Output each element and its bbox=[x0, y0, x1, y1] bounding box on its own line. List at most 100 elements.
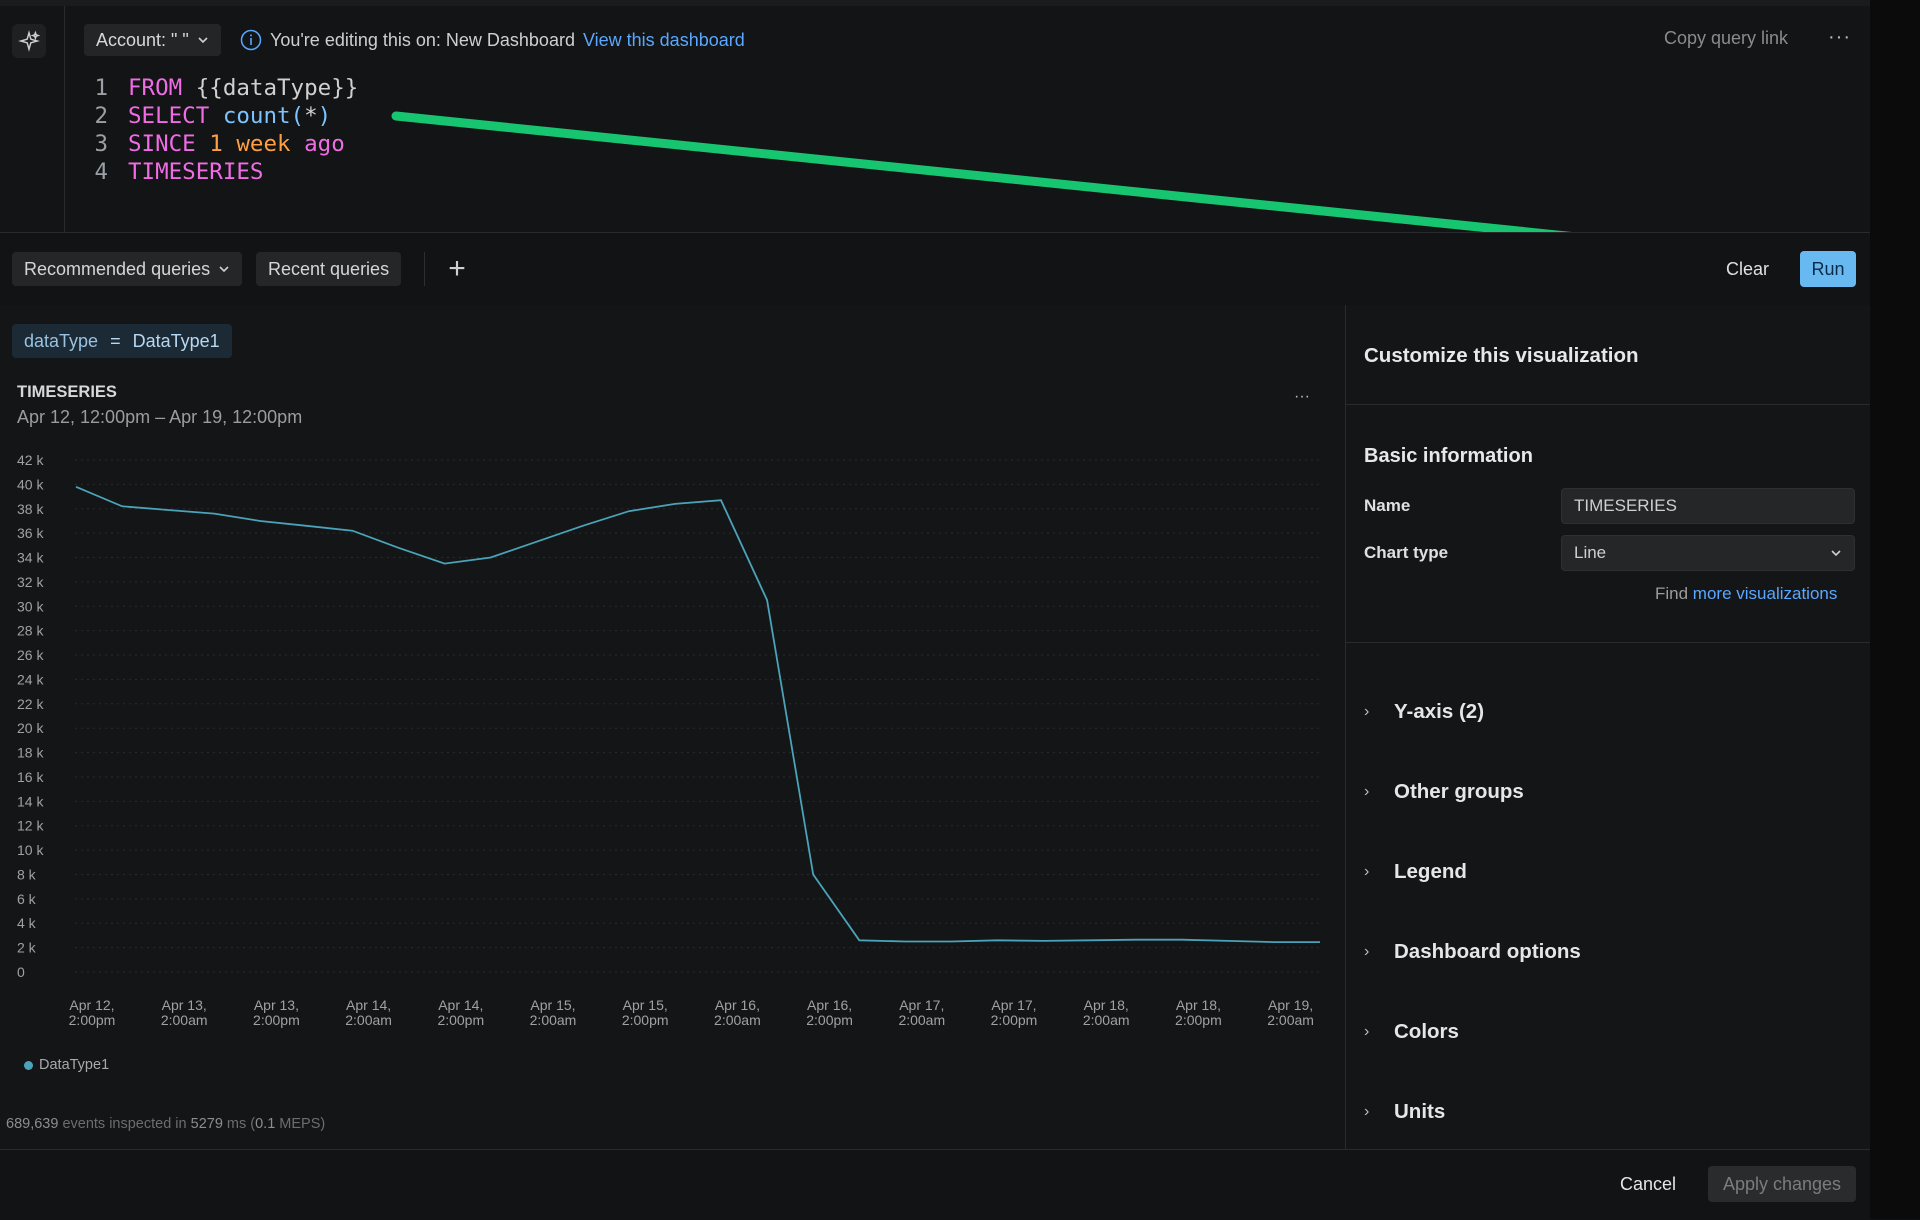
x-tick-label: Apr 17, bbox=[899, 997, 944, 1013]
run-button[interactable]: Run bbox=[1800, 251, 1856, 287]
x-tick-label: Apr 18, bbox=[1084, 997, 1129, 1013]
add-query-button[interactable]: + bbox=[440, 252, 474, 286]
line-number: 3 bbox=[94, 131, 108, 157]
query-stats: 689,639 events inspected in 5279 ms (0.1… bbox=[6, 1116, 325, 1132]
code-line: 4 TIMESERIES bbox=[90, 158, 358, 186]
accordion-y-axis-2[interactable]: › Y-axis (2) bbox=[1364, 700, 1484, 724]
chart-menu-icon[interactable]: ··· bbox=[1294, 388, 1310, 405]
accordion-legend[interactable]: › Legend bbox=[1364, 860, 1467, 884]
chevron-down-icon bbox=[219, 266, 229, 273]
x-tick-label: 2:00am bbox=[530, 1012, 577, 1028]
panel-divider bbox=[1345, 404, 1870, 405]
events-count: 689,639 bbox=[6, 1116, 59, 1132]
x-tick-label: 2:00am bbox=[714, 1012, 761, 1028]
filter-value: DataType1 bbox=[132, 330, 220, 351]
y-tick-label: 40 k bbox=[17, 476, 44, 492]
x-tick-label: Apr 17, bbox=[991, 997, 1036, 1013]
x-tick-label: Apr 12, bbox=[69, 997, 114, 1013]
chart-area bbox=[0, 305, 1345, 1149]
chart-type-select[interactable]: Line bbox=[1561, 535, 1855, 571]
chevron-right-icon: › bbox=[1364, 783, 1370, 800]
filter-chip[interactable]: dataType = DataType1 bbox=[12, 324, 232, 358]
x-tick-label: 2:00am bbox=[1267, 1012, 1314, 1028]
x-tick-label: Apr 15, bbox=[530, 997, 575, 1013]
query-editor[interactable] bbox=[0, 6, 1870, 232]
y-tick-label: 26 k bbox=[17, 647, 44, 663]
y-tick-label: 38 k bbox=[17, 501, 44, 517]
footer-bar bbox=[0, 1149, 1870, 1220]
chevron-right-icon: › bbox=[1364, 863, 1370, 880]
y-tick-label: 30 k bbox=[17, 598, 44, 614]
line-number: 2 bbox=[94, 103, 108, 129]
chevron-right-icon: › bbox=[1364, 1023, 1370, 1040]
line-number: 1 bbox=[94, 75, 108, 101]
chart-legend[interactable]: DataType1 bbox=[24, 1057, 109, 1073]
accordion-label: Legend bbox=[1394, 860, 1467, 883]
chart-subtitle: Apr 12, 12:00pm – Apr 19, 12:00pm bbox=[17, 407, 303, 427]
panel-divider bbox=[1345, 642, 1870, 643]
y-tick-label: 12 k bbox=[17, 818, 44, 834]
legend-dot bbox=[24, 1060, 33, 1070]
accordion-other-groups[interactable]: › Other groups bbox=[1364, 780, 1524, 804]
x-tick-label: 2:00pm bbox=[1175, 1012, 1222, 1028]
name-value: TIMESERIES bbox=[1574, 496, 1677, 515]
panel-title: Customize this visualization bbox=[1364, 344, 1639, 367]
more-options-icon[interactable]: ··· bbox=[1828, 26, 1851, 48]
x-tick-label: 2:00pm bbox=[437, 1012, 484, 1028]
copy-query-link[interactable]: Copy query link bbox=[1664, 28, 1789, 48]
recommended-queries-button[interactable]: Recommended queries bbox=[12, 252, 243, 286]
filter-operator: = bbox=[110, 330, 121, 351]
customize-panel bbox=[1345, 305, 1871, 1149]
clear-button[interactable]: Clear bbox=[1726, 258, 1770, 279]
y-tick-label: 16 k bbox=[17, 769, 44, 785]
y-tick-label: 24 k bbox=[17, 671, 44, 687]
y-tick-label: 6 k bbox=[17, 891, 37, 907]
x-tick-label: Apr 15, bbox=[623, 997, 668, 1013]
x-tick-label: 2:00am bbox=[898, 1012, 945, 1028]
code-token: ago bbox=[290, 131, 345, 157]
ai-assistant-button[interactable] bbox=[12, 24, 46, 58]
x-tick-label: Apr 19, bbox=[1268, 997, 1313, 1013]
recent-queries-label: Recent queries bbox=[268, 258, 390, 279]
accordion-label: Other groups bbox=[1394, 780, 1524, 803]
y-tick-label: 32 k bbox=[17, 574, 44, 590]
y-tick-label: 14 k bbox=[17, 793, 44, 809]
code-line: 3 SINCE 1 week ago bbox=[90, 130, 358, 158]
accordion-dashboard-options[interactable]: › Dashboard options bbox=[1364, 940, 1581, 964]
view-dashboard-link[interactable]: View this dashboard bbox=[582, 29, 745, 50]
y-tick-label: 10 k bbox=[17, 842, 44, 858]
editor-gutter bbox=[0, 6, 65, 232]
x-tick-label: Apr 14, bbox=[438, 997, 483, 1013]
code-token: TIMESERIES bbox=[128, 159, 264, 185]
find-more-text: Find more visualizations bbox=[1655, 584, 1837, 604]
legend-label: DataType1 bbox=[39, 1057, 110, 1073]
code-token: ) bbox=[317, 103, 332, 129]
account-selector[interactable]: Account: " " bbox=[84, 24, 221, 56]
chevron-down-icon bbox=[198, 37, 208, 44]
code-content: TIMESERIES bbox=[128, 158, 263, 186]
y-tick-label: 2 k bbox=[17, 940, 37, 956]
name-input[interactable]: TIMESERIES bbox=[1561, 488, 1855, 524]
chevron-down-icon bbox=[1831, 550, 1841, 557]
code-token: count( bbox=[209, 103, 305, 129]
code-line: 1 FROM {{dataType}} bbox=[90, 74, 358, 102]
y-tick-label: 22 k bbox=[17, 696, 44, 712]
apply-changes-button[interactable]: Apply changes bbox=[1708, 1166, 1856, 1202]
query-code[interactable]: 1 FROM {{dataType}} 2 SELECT count(*) 3 SINCE… bbox=[90, 74, 358, 186]
y-tick-label: 28 k bbox=[17, 623, 44, 639]
window-edge bbox=[1870, 0, 1920, 1219]
accordion-units[interactable]: › Units bbox=[1364, 1100, 1445, 1124]
cancel-button[interactable]: Cancel bbox=[1620, 1173, 1677, 1194]
accordion-colors[interactable]: › Colors bbox=[1364, 1020, 1459, 1044]
code-content: SINCE 1 week ago bbox=[128, 130, 345, 158]
chart-title: TIMESERIES bbox=[17, 383, 117, 401]
x-tick-label: 2:00pm bbox=[69, 1012, 116, 1028]
ms-value: 5279 bbox=[190, 1116, 223, 1132]
more-visualizations-link[interactable]: more visualizations bbox=[1692, 584, 1838, 603]
recent-queries-button[interactable]: Recent queries bbox=[256, 252, 402, 286]
x-tick-label: Apr 14, bbox=[346, 997, 391, 1013]
accordion-label: Colors bbox=[1394, 1020, 1459, 1043]
toolbar-divider bbox=[424, 252, 425, 286]
code-content: FROM {{dataType}} bbox=[128, 74, 358, 102]
code-token: SINCE bbox=[128, 131, 196, 157]
